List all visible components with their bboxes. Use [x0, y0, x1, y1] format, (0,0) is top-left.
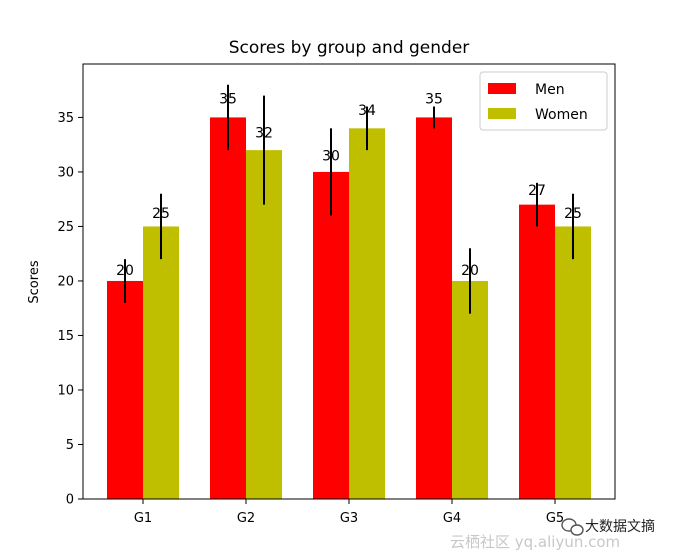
data-label: 30	[322, 149, 340, 165]
data-label: 25	[564, 206, 582, 222]
data-label: 35	[425, 91, 443, 107]
data-label: 20	[461, 263, 479, 279]
legend-label-men: Men	[535, 82, 565, 98]
watermark-text: 云栖社区 yq.aliyun.com	[450, 533, 620, 551]
wechat-icon	[561, 518, 584, 536]
y-tick-label: 20	[57, 274, 74, 289]
bar-men	[313, 171, 349, 500]
plot-frame	[82, 63, 616, 500]
y-tick-label: 5	[66, 438, 74, 453]
plot-area: 0 5 10 15 20 25 30 35 G1 G2 G3 G4 G5 20 35 30 35 27 25 32 34…	[57, 84, 591, 526]
y-tick-label: 0	[66, 493, 74, 508]
bar-women	[452, 280, 488, 499]
bar-women	[555, 226, 591, 499]
bar-women	[246, 150, 282, 500]
data-label: 27	[528, 183, 546, 199]
y-tick-label: 35	[57, 111, 74, 126]
legend-swatch-men	[488, 83, 516, 94]
y-tick-label: 30	[57, 165, 74, 180]
x-tick-label: G1	[134, 511, 152, 526]
x-tick-label: G2	[237, 511, 255, 526]
legend-label-women: Women	[535, 107, 588, 123]
bar-men	[107, 280, 143, 499]
data-label: 25	[152, 206, 170, 222]
data-label: 32	[255, 126, 273, 142]
bar-men	[416, 117, 452, 499]
bar-women	[349, 128, 385, 499]
y-tick-label: 10	[57, 383, 74, 398]
chart-title: Scores by group and gender	[229, 38, 470, 58]
bar-women	[143, 226, 179, 499]
data-label: 34	[358, 103, 376, 119]
x-tick-label: G5	[546, 511, 564, 526]
watermark: 云栖社区 yq.aliyun.com 大数据文摘	[450, 518, 655, 551]
legend: Men Women	[479, 71, 608, 131]
data-label: 35	[219, 91, 237, 107]
bar-men	[519, 204, 555, 499]
x-tick-label: G4	[443, 511, 461, 526]
watermark-badge: 大数据文摘	[585, 518, 655, 535]
y-tick-label: 15	[57, 329, 74, 344]
y-axis-label: Scores	[27, 260, 42, 303]
legend-swatch-women	[488, 108, 516, 119]
data-label: 20	[116, 263, 134, 279]
bar-men	[210, 117, 246, 499]
x-tick-label: G3	[340, 511, 358, 526]
y-tick-label: 25	[57, 220, 74, 235]
